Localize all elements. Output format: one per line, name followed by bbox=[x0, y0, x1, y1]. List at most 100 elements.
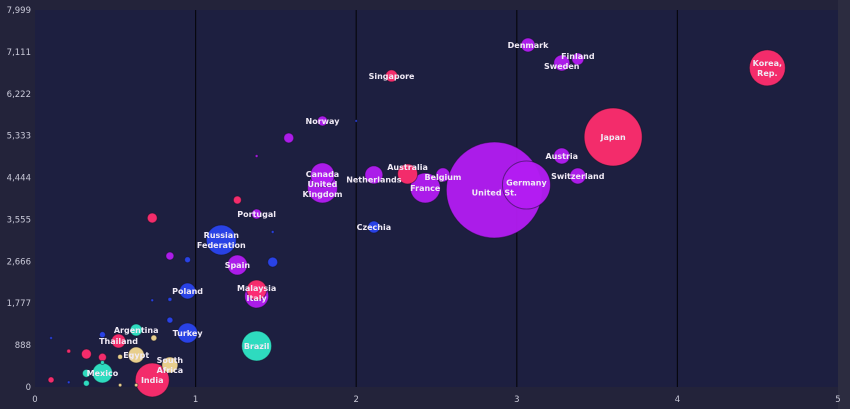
y-tick-label: 1,777 bbox=[7, 299, 31, 309]
bubble[interactable] bbox=[66, 348, 72, 354]
bubble-label: Poland bbox=[172, 287, 203, 296]
bubble-russian-federation[interactable] bbox=[205, 224, 237, 256]
bubble[interactable] bbox=[150, 298, 155, 303]
bubble-egypt[interactable] bbox=[127, 346, 145, 364]
bubble-label: Thailand bbox=[99, 337, 138, 346]
bubble-japan[interactable] bbox=[583, 107, 643, 167]
y-tick-label: 5,333 bbox=[7, 132, 31, 142]
bubble[interactable] bbox=[166, 316, 174, 324]
bubble-thailand[interactable] bbox=[111, 333, 127, 349]
y-tick-label: 0 bbox=[26, 383, 31, 393]
bubble-label: South Africa bbox=[157, 356, 184, 375]
y-tick-label: 2,666 bbox=[7, 257, 31, 267]
bubble[interactable] bbox=[80, 348, 92, 360]
y-tick-label: 6,222 bbox=[7, 90, 31, 100]
bubble-singapore[interactable] bbox=[385, 69, 399, 83]
bubble-finland[interactable] bbox=[571, 52, 585, 66]
bubble[interactable] bbox=[99, 359, 105, 365]
bubble-label: Russian Federation bbox=[197, 231, 246, 250]
x-tick-label: 3 bbox=[514, 395, 519, 405]
bubble-australia[interactable] bbox=[397, 163, 419, 185]
y-tick-label: 888 bbox=[15, 341, 31, 351]
bubble-label: Spain bbox=[225, 261, 251, 270]
bubble-label: Norway bbox=[306, 117, 341, 126]
bubble-label: Turkey bbox=[173, 329, 204, 338]
bubble-label: Singapore bbox=[369, 72, 415, 81]
bubble[interactable] bbox=[254, 154, 259, 158]
bubble-germany[interactable] bbox=[501, 160, 551, 210]
bubble-france[interactable] bbox=[409, 172, 441, 204]
y-tick-label: 7,999 bbox=[7, 6, 31, 16]
right-strip bbox=[838, 0, 850, 409]
bubble[interactable] bbox=[117, 353, 124, 360]
bubble-belgium[interactable] bbox=[435, 167, 451, 183]
bubble[interactable] bbox=[146, 212, 158, 224]
bubble-poland[interactable] bbox=[179, 282, 197, 300]
bubble[interactable] bbox=[66, 380, 71, 385]
bubble-label: Korea, Rep. bbox=[753, 59, 782, 78]
bubble-label: Czechia bbox=[357, 223, 392, 232]
bubble-spain[interactable] bbox=[226, 254, 248, 276]
bubble[interactable] bbox=[82, 379, 90, 387]
bubble-denmark[interactable] bbox=[520, 37, 536, 53]
bubble-india[interactable] bbox=[134, 362, 170, 398]
x-tick-label: 5 bbox=[835, 395, 840, 405]
bubble-label: Austria bbox=[545, 152, 578, 161]
bubble-argentina[interactable] bbox=[129, 323, 143, 337]
bubble[interactable] bbox=[270, 230, 275, 234]
bubble-label: United St. bbox=[472, 189, 517, 198]
bubble-czechia[interactable] bbox=[367, 220, 381, 234]
bubble-label: Malaysia bbox=[237, 284, 276, 293]
bubble-label: Switzerland bbox=[551, 172, 605, 181]
bubble-label: Belgium bbox=[425, 173, 462, 182]
bubble[interactable] bbox=[81, 368, 91, 378]
y-tick-label: 3,555 bbox=[7, 215, 31, 225]
bubble[interactable] bbox=[184, 256, 192, 264]
bubble-netherlands[interactable] bbox=[364, 165, 384, 185]
bubble-korea-rep[interactable] bbox=[748, 49, 786, 87]
bubble-label: Canada bbox=[306, 170, 340, 179]
x-tick-label: 0 bbox=[32, 395, 37, 405]
x-tick-label: 4 bbox=[675, 395, 680, 405]
bubble-label: Finland bbox=[561, 52, 595, 61]
bubble[interactable] bbox=[47, 376, 55, 384]
bubble[interactable] bbox=[167, 296, 173, 302]
bubble-label: Denmark bbox=[508, 41, 549, 50]
bubble-label: Sweden bbox=[544, 62, 580, 71]
bubble-label: India bbox=[141, 376, 164, 385]
bubble[interactable] bbox=[117, 382, 123, 388]
bubble-south-africa[interactable] bbox=[161, 356, 179, 374]
bubble[interactable] bbox=[98, 331, 106, 339]
bubble[interactable] bbox=[133, 382, 139, 388]
bubble-label: United Kingdom bbox=[303, 180, 343, 199]
x-tick-label: 1 bbox=[193, 395, 198, 405]
bubble-label: Argentina bbox=[114, 326, 159, 335]
bubble[interactable] bbox=[354, 119, 358, 123]
bubble[interactable] bbox=[150, 334, 158, 342]
bubble[interactable] bbox=[283, 132, 295, 144]
x-tick-label: 2 bbox=[353, 395, 358, 405]
bubble[interactable] bbox=[267, 256, 279, 268]
bubble-label: Japan bbox=[600, 133, 627, 142]
bubble-label: Italy bbox=[247, 294, 268, 303]
bubble[interactable] bbox=[232, 195, 242, 205]
bubble[interactable] bbox=[165, 251, 175, 261]
bubble-turkey[interactable] bbox=[177, 322, 199, 344]
bubble-label: France bbox=[410, 184, 441, 193]
bubble-canada[interactable] bbox=[309, 162, 335, 188]
bubble-label: Netherlands bbox=[346, 176, 402, 185]
bubble-sweden[interactable] bbox=[553, 54, 571, 72]
y-tick-label: 4,444 bbox=[7, 174, 31, 184]
bubble-austria[interactable] bbox=[553, 147, 571, 165]
bubble-malaysia[interactable] bbox=[246, 279, 268, 301]
bubble-portugal[interactable] bbox=[251, 208, 263, 220]
bubble[interactable] bbox=[49, 336, 53, 340]
bubble-label: Australia bbox=[387, 163, 428, 172]
bubble-norway[interactable] bbox=[316, 115, 328, 127]
bubble-label: Egypt bbox=[123, 351, 149, 360]
bubble-label: Portugal bbox=[237, 210, 276, 219]
bubble-label: Germany bbox=[506, 178, 547, 187]
bubble-brazil[interactable] bbox=[241, 330, 273, 362]
bubble-switzerland[interactable] bbox=[569, 167, 587, 185]
